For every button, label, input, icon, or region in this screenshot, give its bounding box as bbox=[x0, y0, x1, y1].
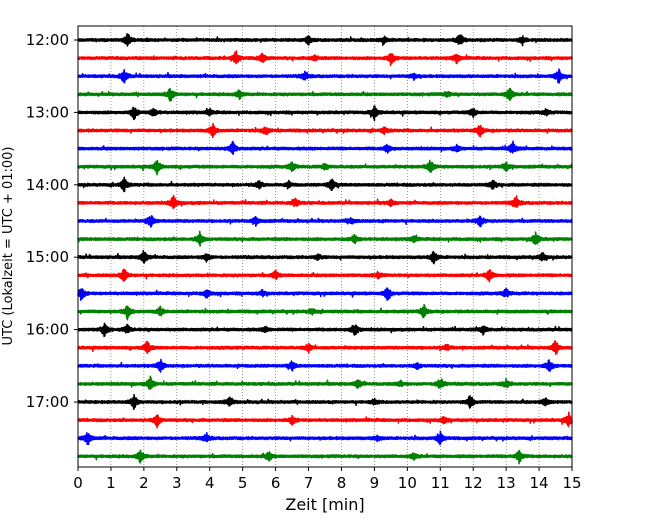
y-axis: 12:00 13:00 14:00 15:00 16:00 17:00 bbox=[26, 31, 78, 411]
trace-1545 bbox=[77, 303, 573, 321]
trace-1430 bbox=[77, 215, 573, 228]
y-tick-label: 14:00 bbox=[26, 176, 69, 194]
trace-1745 bbox=[77, 449, 573, 465]
y-tick-label: 16:00 bbox=[26, 321, 69, 339]
y-tick-label: 12:00 bbox=[26, 31, 69, 49]
y-tick-label: 17:00 bbox=[26, 393, 69, 411]
plot-frame bbox=[77, 25, 573, 468]
trace-1715 bbox=[77, 411, 573, 429]
x-axis-label: Zeit [min] bbox=[285, 495, 364, 514]
x-tick-label: 3 bbox=[172, 474, 182, 492]
x-tick-label: 1 bbox=[106, 474, 116, 492]
y-axis-label: UTC (Lokalzeit = UTC + 01:00) bbox=[1, 147, 16, 346]
y-tick-label: 13:00 bbox=[26, 103, 69, 121]
trace-group bbox=[77, 33, 573, 465]
trace-1645 bbox=[77, 375, 573, 390]
x-tick-label: 2 bbox=[139, 474, 149, 492]
x-tick-label: 6 bbox=[271, 474, 281, 492]
x-tick-label: 9 bbox=[370, 474, 380, 492]
x-tick-label: 14 bbox=[530, 474, 549, 492]
trace-1730 bbox=[77, 430, 573, 446]
trace-1700 bbox=[77, 393, 573, 410]
trace-1315 bbox=[77, 122, 573, 139]
x-tick-label: 5 bbox=[238, 474, 248, 492]
trace-1345 bbox=[77, 159, 573, 176]
trace-1530 bbox=[77, 287, 573, 301]
trace-1200 bbox=[77, 33, 573, 47]
x-tick-label: 4 bbox=[205, 474, 215, 492]
trace-1600 bbox=[77, 322, 573, 338]
trace-1245 bbox=[77, 87, 573, 102]
x-tick-label: 8 bbox=[337, 474, 347, 492]
trace-1300 bbox=[77, 105, 573, 122]
trace-1500 bbox=[77, 249, 573, 265]
x-tick-label: 15 bbox=[562, 474, 581, 492]
x-tick-label: 11 bbox=[431, 474, 450, 492]
trace-1230 bbox=[77, 68, 573, 84]
x-tick-label: 12 bbox=[464, 474, 483, 492]
trace-1515 bbox=[77, 268, 573, 283]
trace-1615 bbox=[77, 340, 573, 355]
trace-1415 bbox=[77, 194, 573, 210]
x-tick-label: 0 bbox=[73, 474, 83, 492]
trace-1400 bbox=[77, 176, 573, 193]
x-tick-label: 10 bbox=[398, 474, 417, 492]
x-tick-label: 7 bbox=[304, 474, 314, 492]
trace-1445 bbox=[77, 230, 573, 247]
y-tick-label: 15:00 bbox=[26, 248, 69, 266]
trace-1215 bbox=[77, 50, 573, 67]
trace-1330 bbox=[77, 140, 573, 155]
x-tick-label: 13 bbox=[497, 474, 516, 492]
trace-1630 bbox=[77, 358, 573, 373]
x-axis: 0 1 2 3 4 5 6 7 8 9 10 11 12 13 14 15 bbox=[73, 467, 582, 492]
